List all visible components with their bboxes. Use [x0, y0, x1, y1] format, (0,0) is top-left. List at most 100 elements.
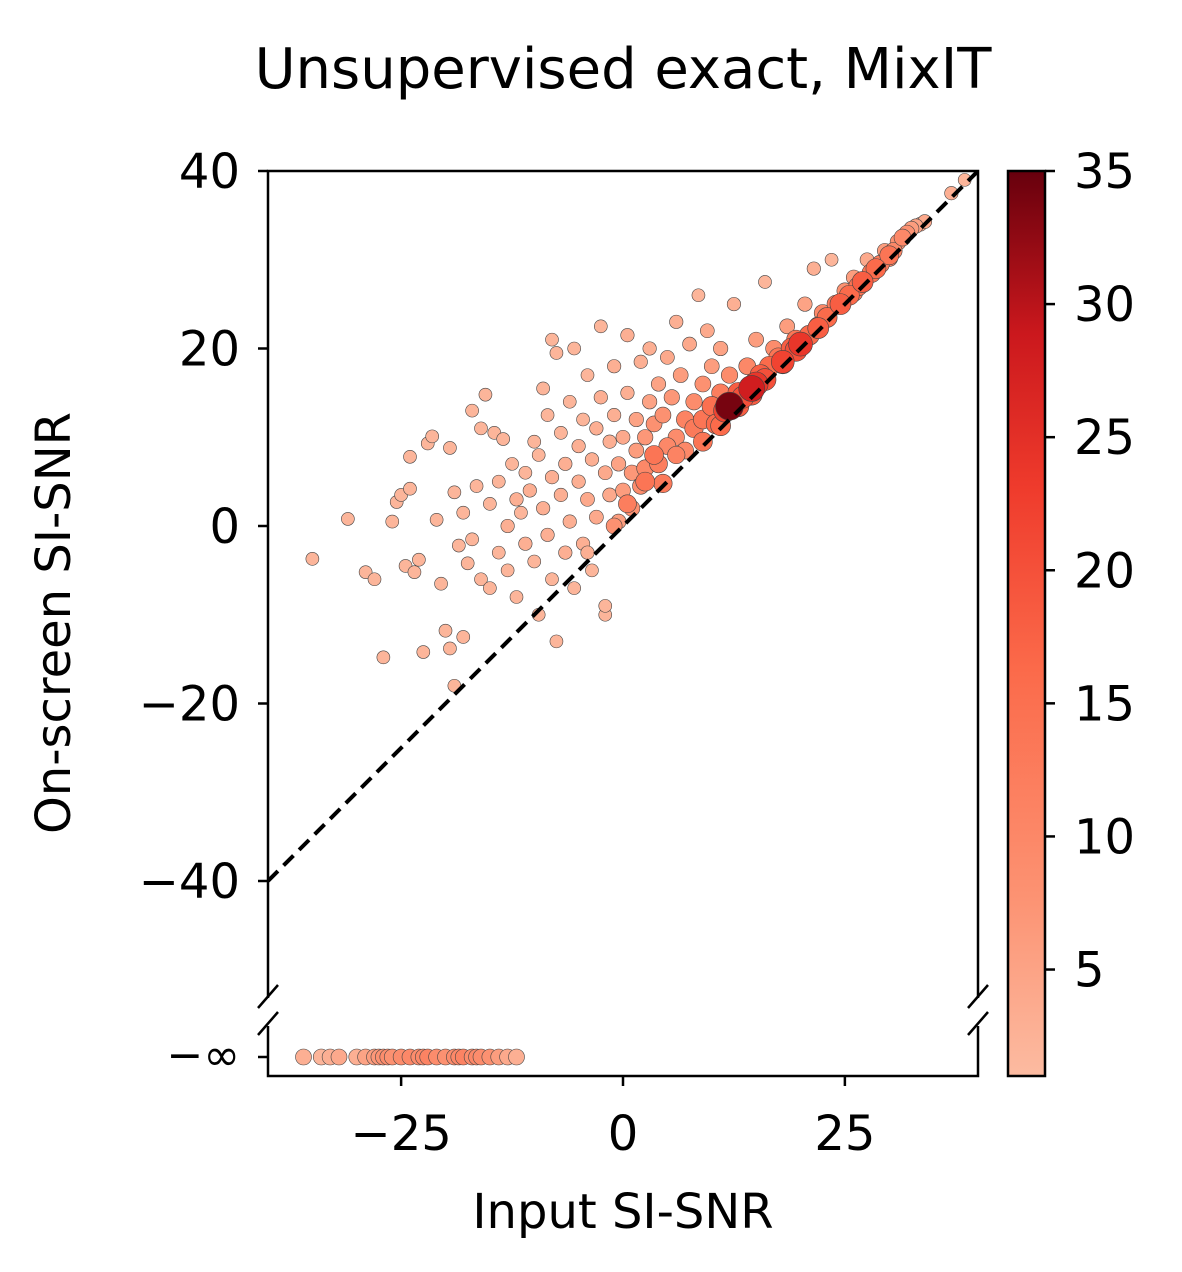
scatter-point	[536, 381, 550, 396]
scatter-point	[509, 590, 524, 604]
identity-reference-line	[268, 171, 978, 883]
scatter-point	[518, 536, 533, 551]
scatter-point	[628, 442, 645, 459]
colorbar-tick-label: 15	[1074, 676, 1135, 732]
scatter-point	[602, 434, 617, 449]
scatter-point	[788, 331, 813, 357]
scatter-point	[611, 456, 627, 472]
scatter-point	[478, 387, 493, 402]
scatter-point	[703, 358, 720, 375]
scatter-point	[438, 623, 453, 638]
scatter-point	[618, 494, 637, 514]
scatter-point	[748, 331, 764, 348]
scatter-point	[305, 552, 320, 566]
x-tick-label: 0	[608, 1106, 639, 1162]
scatter-point	[341, 512, 355, 526]
plot-frame	[266, 169, 980, 1078]
y-axis-label: On-screen SI-SNR	[26, 412, 82, 834]
scatter-point	[669, 314, 684, 329]
scatter-point	[540, 527, 555, 542]
scatter-point	[580, 492, 595, 507]
scatter-point	[540, 408, 555, 422]
scatter-point	[865, 258, 887, 279]
scatter-point	[407, 565, 422, 579]
scatter-point	[667, 445, 686, 465]
scatter-point	[567, 341, 581, 356]
points-layer	[295, 173, 972, 1066]
scatter-point	[522, 483, 537, 498]
scatter-point	[505, 457, 519, 471]
y-tick-label: −40	[139, 854, 240, 910]
scatter-point	[758, 275, 772, 289]
scatter-point	[726, 297, 741, 312]
scatter-point	[500, 518, 515, 534]
scatter-point	[465, 403, 479, 418]
scatter-point	[562, 514, 577, 529]
y-ticks: 40 20 0 −20 −40	[139, 144, 268, 910]
scatter-point	[452, 538, 466, 553]
scatter-point	[700, 323, 715, 339]
scatter-point	[403, 481, 417, 496]
scatter-point	[580, 545, 595, 560]
scatter-point	[620, 385, 635, 400]
scatter-point	[650, 376, 667, 392]
scatter-point	[443, 441, 457, 455]
scatter-point	[549, 634, 564, 649]
scatter-point	[851, 271, 874, 293]
scatter-point	[682, 336, 697, 352]
scatter-point	[456, 630, 471, 644]
scatter-point	[620, 328, 635, 343]
scatter-point	[571, 474, 586, 489]
y-tick-label: 0	[209, 499, 240, 555]
scatter-point	[367, 572, 382, 587]
scatter-point	[806, 261, 821, 276]
neg-inf-point	[508, 1048, 525, 1066]
neg-inf-point	[295, 1048, 312, 1066]
scatter-point	[456, 505, 471, 520]
scatter-point	[615, 429, 631, 445]
reference-line-layer	[268, 171, 978, 883]
scatter-point	[824, 252, 839, 267]
scatter-point	[545, 332, 559, 347]
scatter-point	[469, 479, 484, 493]
y-tick-label: −20	[139, 677, 240, 733]
scatter-point	[585, 563, 599, 578]
scatter-point	[465, 532, 479, 547]
y-tick-label: 40	[179, 144, 240, 200]
scatter-point	[580, 368, 595, 382]
scatter-point	[593, 390, 608, 405]
scatter-point	[491, 474, 506, 489]
colorbar-tick-label: 30	[1074, 277, 1135, 333]
y-tick-label: 20	[179, 322, 240, 378]
scatter-point	[779, 318, 795, 335]
colorbar-tick-label: 5	[1074, 943, 1105, 999]
scatter-point	[829, 293, 852, 315]
scatter-point	[571, 439, 586, 454]
scatter-point	[549, 346, 564, 360]
scatter-point	[654, 406, 672, 424]
scatter-point	[483, 497, 497, 511]
scatter-point	[660, 350, 675, 365]
scatter-point	[635, 471, 655, 492]
scatter-point	[358, 565, 373, 579]
scatter-point	[628, 411, 644, 428]
scatter-point	[514, 505, 528, 520]
scatter-point	[642, 341, 657, 356]
colorbar-tick-label: 25	[1074, 410, 1135, 466]
scatter-point	[693, 431, 713, 452]
scatter-point	[412, 552, 426, 567]
colorbar-tick-label: 35	[1074, 144, 1135, 200]
scatter-point	[607, 408, 622, 423]
x-tick-label: 25	[814, 1106, 875, 1162]
scatter-point	[879, 245, 900, 266]
scatter-point	[770, 350, 795, 374]
x-ticks: −25 0 25	[350, 1076, 875, 1162]
scatter-point	[496, 432, 510, 446]
scatter-point	[447, 485, 462, 500]
scatter-point	[553, 487, 568, 502]
scatter-point	[429, 512, 444, 527]
scatter-point	[594, 319, 608, 334]
scatter-point	[715, 391, 744, 421]
scatter-point	[637, 429, 654, 446]
